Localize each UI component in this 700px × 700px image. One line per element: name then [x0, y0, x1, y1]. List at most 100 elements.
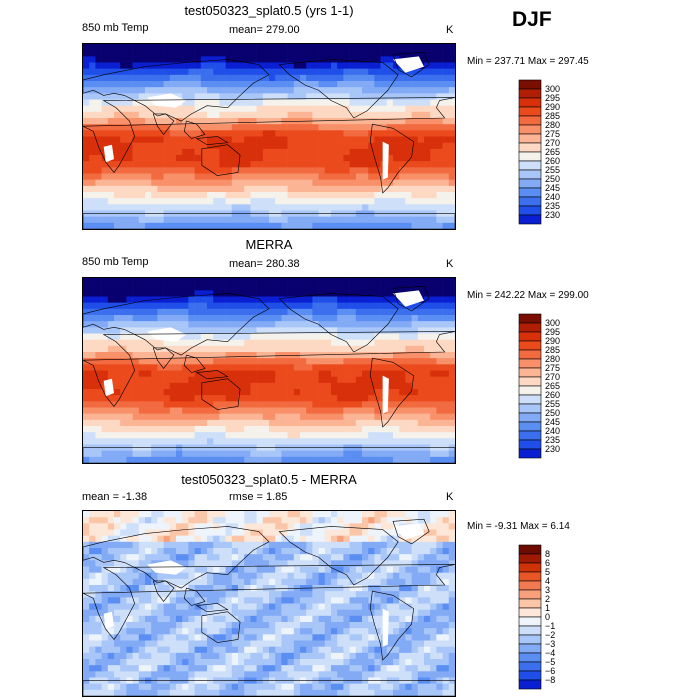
- field-cell: [188, 511, 195, 518]
- field-cell: [176, 517, 183, 524]
- field-cell: [386, 364, 394, 371]
- field-cell: [318, 401, 326, 408]
- field-cell: [89, 148, 96, 156]
- field-cell: [374, 105, 381, 113]
- field-cell: [275, 204, 282, 211]
- field-cell: [355, 450, 363, 458]
- field-cell: [101, 426, 109, 433]
- field-cell: [120, 56, 127, 63]
- colorbar-tick-label: 280: [545, 120, 560, 130]
- field-cell: [256, 541, 264, 549]
- field-cell: [312, 395, 319, 402]
- field-cell: [151, 352, 158, 359]
- field-cell: [89, 511, 96, 518]
- field-cell: [138, 62, 146, 69]
- field-cell: [281, 560, 288, 567]
- field-cell: [368, 591, 375, 598]
- field-cell: [169, 56, 177, 63]
- field-cell: [374, 352, 381, 359]
- field-cell: [355, 44, 363, 51]
- field-cell: [200, 327, 208, 334]
- field-cell: [145, 278, 152, 285]
- field-cell: [163, 50, 171, 57]
- field-cell: [231, 155, 239, 162]
- field-cell: [163, 315, 171, 322]
- field-cell: [132, 523, 140, 530]
- field-cell: [442, 517, 450, 524]
- field-cell: [200, 566, 208, 573]
- field-cell: [275, 585, 282, 592]
- field-cell: [349, 345, 357, 353]
- field-cell: [324, 44, 332, 51]
- field-cell: [293, 198, 301, 205]
- field-cell: [324, 345, 332, 353]
- field-cell: [343, 609, 350, 617]
- field-cell: [238, 401, 245, 408]
- field-cell: [176, 50, 183, 57]
- field-cell: [324, 142, 332, 150]
- field-cell: [120, 192, 127, 199]
- field-cell: [188, 216, 195, 224]
- field-cell: [436, 566, 443, 573]
- field-cell: [312, 370, 319, 377]
- field-cell: [343, 578, 350, 586]
- field-cell: [219, 401, 226, 408]
- field-cell: [430, 192, 437, 199]
- field-cell: [95, 628, 102, 635]
- field-cell: [448, 105, 455, 113]
- field-cell: [231, 87, 239, 94]
- field-cell: [101, 198, 109, 205]
- field-cell: [138, 640, 146, 647]
- field-cell: [368, 456, 375, 463]
- field-cell: [101, 130, 109, 137]
- field-cell: [318, 185, 326, 193]
- field-cell: [250, 124, 257, 131]
- field-cell: [349, 370, 357, 377]
- field-cell: [324, 407, 332, 414]
- field-cell: [318, 358, 326, 365]
- field-cell: [337, 192, 344, 199]
- field-cell: [318, 376, 326, 384]
- field-cell: [442, 296, 450, 303]
- field-cell: [200, 315, 208, 322]
- field-cell: [114, 450, 121, 458]
- field-cell: [380, 358, 388, 365]
- field-cell: [436, 321, 443, 328]
- field-cell: [411, 87, 419, 94]
- field-cell: [405, 535, 412, 543]
- map-obs: [82, 277, 456, 464]
- field-cell: [250, 628, 257, 635]
- field-cell: [194, 118, 202, 125]
- field-cell: [269, 578, 276, 586]
- field-cell: [169, 628, 177, 635]
- field-cell: [107, 321, 115, 328]
- field-cell: [207, 364, 214, 371]
- field-cell: [238, 370, 245, 377]
- field-cell: [386, 321, 394, 328]
- field-cell: [145, 198, 152, 205]
- field-cell: [442, 523, 450, 530]
- field-cell: [386, 401, 394, 408]
- field-cell: [417, 585, 425, 592]
- field-cell: [244, 419, 251, 427]
- field-cell: [300, 456, 307, 463]
- field-cell: [405, 622, 412, 629]
- field-cell: [368, 413, 375, 421]
- field-cell: [207, 142, 214, 150]
- field-cell: [231, 395, 239, 402]
- field-cell: [231, 432, 239, 439]
- field-cell: [207, 456, 214, 463]
- field-cell: [337, 333, 344, 340]
- field-cell: [219, 308, 226, 316]
- field-cell: [231, 370, 239, 377]
- field-cell: [362, 535, 369, 543]
- field-cell: [114, 308, 121, 316]
- field-cell: [318, 523, 326, 530]
- field-cell: [430, 216, 437, 224]
- field-cell: [219, 585, 226, 592]
- field-cell: [374, 345, 381, 353]
- field-cell: [182, 345, 189, 353]
- field-cell: [374, 216, 381, 224]
- field-cell: [436, 278, 443, 285]
- field-cell: [120, 333, 127, 340]
